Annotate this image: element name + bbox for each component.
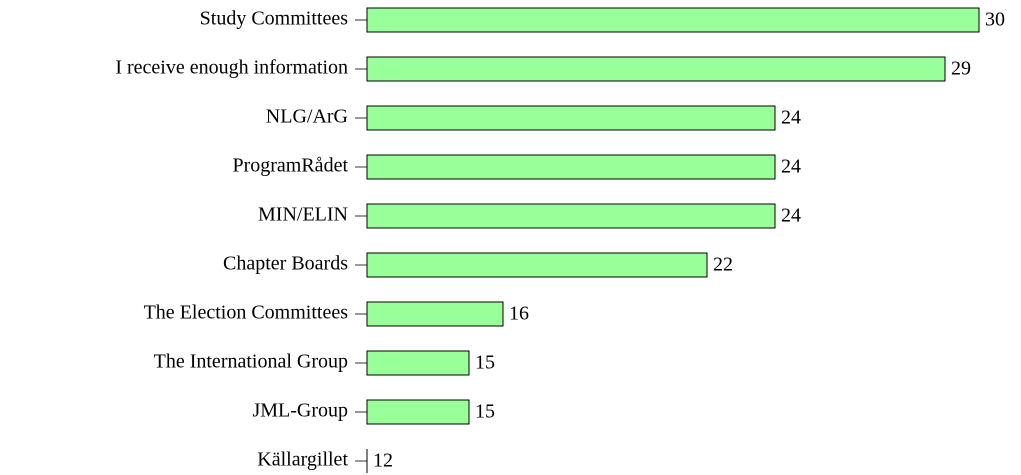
y-tick-label: ProgramRådet bbox=[232, 155, 348, 177]
bar bbox=[366, 203, 776, 229]
bar bbox=[366, 252, 708, 278]
y-tick-label: MIN/ELIN bbox=[258, 204, 348, 226]
y-tick-label: I receive enough information bbox=[115, 57, 348, 79]
y-tick-label: JML-Group bbox=[252, 400, 348, 422]
y-tick-label: Study Committees bbox=[200, 8, 349, 30]
value-label: 22 bbox=[713, 254, 733, 276]
bar bbox=[366, 350, 470, 376]
value-label: 24 bbox=[781, 205, 801, 227]
bar bbox=[366, 301, 504, 327]
bar bbox=[366, 7, 980, 33]
y-tick-label: NLG/ArG bbox=[266, 106, 348, 128]
y-tick-label: The Election Committees bbox=[144, 302, 349, 324]
value-label: 15 bbox=[475, 352, 495, 374]
value-label: 12 bbox=[373, 450, 393, 472]
value-label: 24 bbox=[781, 156, 801, 178]
bar bbox=[366, 154, 776, 180]
y-tick-label: Chapter Boards bbox=[223, 253, 348, 275]
y-tick-label: Källargillet bbox=[257, 449, 348, 471]
bar bbox=[366, 399, 470, 425]
bar bbox=[366, 56, 946, 82]
value-label: 16 bbox=[509, 303, 529, 325]
y-tick-label: The International Group bbox=[154, 351, 348, 373]
value-label: 29 bbox=[951, 58, 971, 80]
value-label: 24 bbox=[781, 107, 801, 129]
value-label: 15 bbox=[475, 401, 495, 423]
bar bbox=[366, 105, 776, 131]
value-label: 30 bbox=[985, 9, 1005, 31]
